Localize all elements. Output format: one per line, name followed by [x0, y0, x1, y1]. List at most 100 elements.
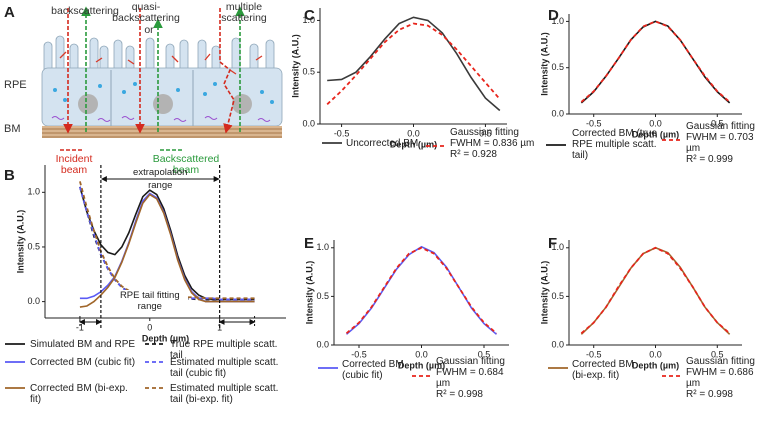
x-tick-label: 0.0	[407, 128, 420, 138]
series-line	[79, 192, 255, 303]
y-tick-label: 1.0	[551, 16, 564, 26]
panel-label: E	[304, 235, 315, 252]
panel-label: C	[304, 7, 315, 24]
x-axis-label: Depth (µm)	[390, 139, 437, 149]
diagram-label: quasi-backscattering	[112, 1, 180, 24]
series-line	[326, 22, 501, 105]
range-label: extrapolation range	[133, 167, 188, 191]
y-tick-label: 1.0	[27, 187, 40, 197]
legend-label: Corrected BM (bi-exp. fit)	[30, 383, 128, 405]
x-tick-label: 0.5	[479, 128, 492, 138]
y-axis-label: Intensity (A.U.)	[304, 261, 314, 325]
legend-entry: Gaussian fitting FWHM = 0.686 µm R² = 0.99…	[686, 356, 766, 400]
y-axis-label: Intensity (A.U.)	[539, 32, 549, 96]
legend-entry: Estimated multiple scatt. tail (cubic fi…	[170, 357, 290, 379]
mitochondria	[51, 116, 271, 122]
series-line	[79, 181, 255, 300]
legend-label: Simulated BM and RPE	[30, 339, 136, 350]
y-tick-label: 0.0	[316, 339, 329, 349]
y-tick-label: 0.0	[302, 118, 315, 128]
diagram-label: BM	[4, 123, 21, 135]
fit-annotation: R² = 0.928	[450, 149, 497, 160]
legend-label: Uncorrected BM	[346, 138, 419, 149]
fit-annotation: FWHM = 0.684 µm	[436, 367, 504, 389]
legend-entry: Corrected BM (bi-exp. fit)	[30, 383, 140, 405]
x-tick-label: 0.5	[711, 118, 724, 128]
x-tick-label: -0.5	[586, 349, 602, 359]
x-tick-label: 0.0	[415, 349, 428, 359]
legend-entry: Gaussian fitting FWHM = 0.703 µm R² = 0.99…	[686, 121, 766, 165]
series-line	[580, 246, 731, 335]
series-line	[345, 246, 498, 335]
x-tick-label: 0.5	[711, 349, 724, 359]
fit-annotation: R² = 0.998	[436, 389, 483, 400]
y-tick-label: 0.5	[302, 67, 315, 77]
x-tick-label: -0.5	[334, 128, 350, 138]
series-line	[79, 186, 255, 301]
legend-entry: Gaussian fitting FWHM = 0.684 µm R² = 0.99…	[436, 356, 516, 400]
x-axis-label: Depth (µm)	[398, 360, 445, 370]
fit-annotation: FWHM = 0.836 µm	[450, 138, 535, 149]
panel-label: F	[548, 235, 558, 252]
y-tick-label: 0.0	[27, 296, 40, 306]
diagram-label: or	[144, 24, 154, 36]
legend-label: Estimated multiple scatt. tail (cubic fi…	[170, 357, 279, 379]
legend-label: Gaussian fitting	[686, 356, 755, 367]
panel-label: B	[4, 167, 15, 184]
rpe-diagram	[41, 6, 283, 151]
y-tick-label: 1.0	[316, 242, 329, 252]
diagram-label: Incident beam	[55, 153, 93, 176]
legend-label: Gaussian fitting	[686, 121, 755, 132]
series-line	[79, 186, 255, 301]
legend-entry: Estimated multiple scatt. tail (bi-exp. …	[170, 383, 290, 405]
y-axis-label: Intensity (A.U.)	[539, 261, 549, 325]
y-tick-label: 0.5	[27, 241, 40, 251]
x-tick-label: 0.0	[649, 118, 662, 128]
legend-label: Corrected BM (cubic fit)	[342, 359, 404, 381]
x-axis-label: Depth (µm)	[632, 129, 679, 139]
series-line	[580, 20, 731, 103]
x-tick-label: -0.5	[586, 118, 602, 128]
series-line	[580, 20, 731, 104]
legend-entry: True RPE multiple scatt. tail	[170, 339, 290, 361]
legend-entry: Corrected BM (cubic fit)	[30, 357, 140, 368]
fit-annotation: FWHM = 0.686 µm	[686, 367, 754, 389]
series-line	[580, 246, 731, 335]
legend-label: Gaussian fitting	[436, 356, 505, 367]
diagram-label: Backscattered beam	[152, 153, 220, 176]
beams	[60, 6, 245, 151]
legend-label: Corrected BM (bi-exp. fit)	[572, 359, 634, 381]
series-line	[79, 186, 255, 301]
x-tick-label: 0	[147, 322, 152, 332]
range-label: RPE tail fitting range	[111, 290, 188, 312]
legend-label: Gaussian fitting	[450, 127, 519, 138]
legend-entry: Simulated BM and RPE	[30, 339, 140, 350]
legend-entry: Gaussian fitting FWHM = 0.836 µm R² = 0.92…	[450, 127, 540, 160]
diagram-label: RPE	[4, 79, 27, 91]
fit-annotation: R² = 0.999	[686, 154, 733, 165]
fit-annotation: R² = 0.998	[686, 389, 733, 400]
melanosomes	[53, 82, 274, 104]
series-line	[79, 193, 255, 308]
organelles	[59, 51, 263, 75]
y-axis-label: Intensity (A.U.)	[290, 34, 300, 98]
y-tick-label: 0.5	[316, 291, 329, 301]
y-tick-label: 0.5	[551, 62, 564, 72]
x-axis-label: Depth (µm)	[632, 360, 679, 370]
y-tick-label: 0.0	[551, 339, 564, 349]
y-tick-label: 0.0	[551, 108, 564, 118]
legend-entry: Corrected BM (bi-exp. fit)	[572, 359, 647, 381]
legend-label: Corrected BM (cubic fit)	[30, 357, 136, 368]
x-axis-label: Depth (µm)	[142, 333, 189, 343]
y-axis-label: Intensity (A.U.)	[15, 210, 25, 274]
series-line	[345, 245, 498, 335]
panel-label: A	[4, 4, 15, 21]
legend-entry: Corrected BM (cubic fit)	[342, 359, 412, 381]
x-tick-label: 0.5	[478, 349, 491, 359]
y-tick-label: 1.0	[302, 15, 315, 25]
fit-annotation: FWHM = 0.703 µm	[686, 132, 754, 154]
legend-entry: Uncorrected BM	[346, 138, 436, 149]
series-line	[327, 16, 501, 112]
